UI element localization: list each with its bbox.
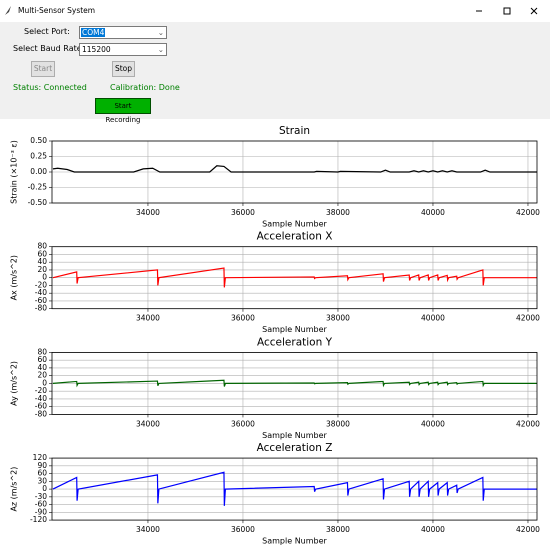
y-tick-label: 0.50 [30, 136, 47, 145]
x-tick-label: 42000 [516, 208, 540, 217]
plot-frame [51, 457, 538, 521]
y-tick-label: 80 [37, 347, 47, 356]
x-tick-label: 34000 [136, 314, 160, 323]
y-tick-label: 20 [37, 371, 47, 380]
y-tick-label: 60 [37, 249, 47, 258]
x-tick-label: 36000 [231, 208, 255, 217]
window-title: Multi-Sensor System [18, 6, 96, 15]
port-label: Select Port: [24, 27, 70, 36]
x-tick-label: 40000 [421, 314, 445, 323]
y-tick-label: -120 [30, 515, 47, 524]
baud-combobox[interactable]: 115200 ⌄ [79, 43, 167, 56]
y-tick-label: -60 [35, 296, 47, 305]
x-tick-label: 38000 [326, 208, 350, 217]
y-tick-label: -40 [35, 288, 47, 297]
x-tick-label: 42000 [516, 525, 540, 534]
y-tick-label: -0.25 [28, 183, 48, 192]
calibration-text: Calibration: Done [110, 83, 180, 92]
x-tick-label: 40000 [421, 208, 445, 217]
y-tick-label: -80 [35, 409, 47, 418]
close-icon[interactable] [530, 7, 538, 15]
y-tick-label: -80 [35, 304, 47, 313]
y-tick-label: -20 [35, 280, 47, 289]
plot-frame [51, 246, 538, 310]
y-axis-label: Ay (m/s^2) [10, 361, 19, 406]
y-tick-label: 20 [37, 265, 47, 274]
y-tick-label: -20 [35, 386, 47, 395]
y-tick-label: 0 [42, 378, 47, 387]
y-tick-label: -0.50 [28, 198, 48, 207]
x-tick-label: 36000 [231, 525, 255, 534]
app-icon [5, 6, 11, 15]
data-line [52, 165, 537, 173]
y-tick-label: 30 [37, 476, 47, 485]
y-tick-label: 0.25 [30, 152, 47, 161]
dropdown-arrow: ⌄ [157, 45, 164, 54]
record-button[interactable]: Start Recording [95, 98, 151, 124]
y-tick-label: 0 [42, 484, 47, 493]
chart-title: Acceleration X [257, 231, 333, 243]
x-axis-label: Sample Number [262, 325, 327, 334]
x-tick-label: 40000 [421, 419, 445, 428]
chart-title: Strain [279, 125, 310, 137]
y-tick-label: 40 [37, 363, 47, 372]
x-axis-label: Sample Number [262, 220, 327, 229]
y-axis-label: Az (m/s^2) [10, 467, 19, 512]
maximize-icon[interactable] [503, 7, 511, 15]
y-tick-label: -60 [35, 402, 47, 411]
x-tick-label: 42000 [516, 419, 540, 428]
baud-label: Select Baud Rate: [13, 44, 85, 53]
y-tick-label: 0.00 [30, 167, 47, 176]
chart-title: Acceleration Y [257, 336, 333, 348]
x-axis-label: Sample Number [262, 537, 327, 546]
x-tick-label: 34000 [136, 525, 160, 534]
start-button[interactable]: Start [31, 61, 55, 77]
x-tick-label: 36000 [231, 314, 255, 323]
y-tick-label: 60 [37, 355, 47, 364]
x-tick-label: 36000 [231, 419, 255, 428]
baud-value: 115200 [82, 45, 111, 54]
y-tick-label: 120 [33, 453, 48, 462]
port-value: COM4 [81, 28, 106, 37]
title-bar: Multi-Sensor System [0, 0, 550, 22]
data-line [52, 379, 537, 388]
port-combobox[interactable]: COM4 ⌄ [79, 26, 167, 39]
charts: Strain -0.50 -0.25 0.00 0.25 0.50 34000 36000 38… [10, 125, 541, 546]
stop-button[interactable]: Stop [112, 61, 135, 77]
x-tick-label: 34000 [136, 208, 160, 217]
dropdown-arrow: ⌄ [157, 28, 164, 37]
x-tick-label: 42000 [516, 314, 540, 323]
chart: Strain -0.50 -0.25 0.00 0.25 0.50 34000 36000 38… [10, 125, 541, 229]
x-tick-label: 38000 [326, 314, 350, 323]
data-line [52, 267, 537, 288]
x-tick-label: 38000 [326, 419, 350, 428]
data-line [52, 471, 537, 506]
y-tick-label: -90 [35, 507, 47, 516]
y-tick-label: 60 [37, 469, 47, 478]
y-tick-label: 80 [37, 242, 47, 251]
y-tick-label: -30 [35, 492, 47, 501]
x-axis-label: Sample Number [262, 431, 327, 440]
y-tick-label: -40 [35, 394, 47, 403]
y-tick-label: 40 [37, 257, 47, 266]
y-tick-label: 0 [42, 273, 47, 282]
x-tick-label: 40000 [421, 525, 445, 534]
x-tick-label: 34000 [136, 419, 160, 428]
title-bar-icons [5, 6, 538, 15]
y-axis-label: Strain (×10⁻³ ε) [10, 140, 19, 204]
status-text: Status: Connected [13, 83, 87, 92]
y-tick-label: 90 [37, 461, 47, 470]
y-tick-label: -60 [35, 500, 47, 509]
x-tick-label: 38000 [326, 525, 350, 534]
chart-title: Acceleration Z [257, 442, 333, 454]
y-axis-label: Ax (m/s^2) [10, 255, 19, 300]
plot-frame [51, 351, 538, 415]
plot-frame [51, 140, 538, 204]
